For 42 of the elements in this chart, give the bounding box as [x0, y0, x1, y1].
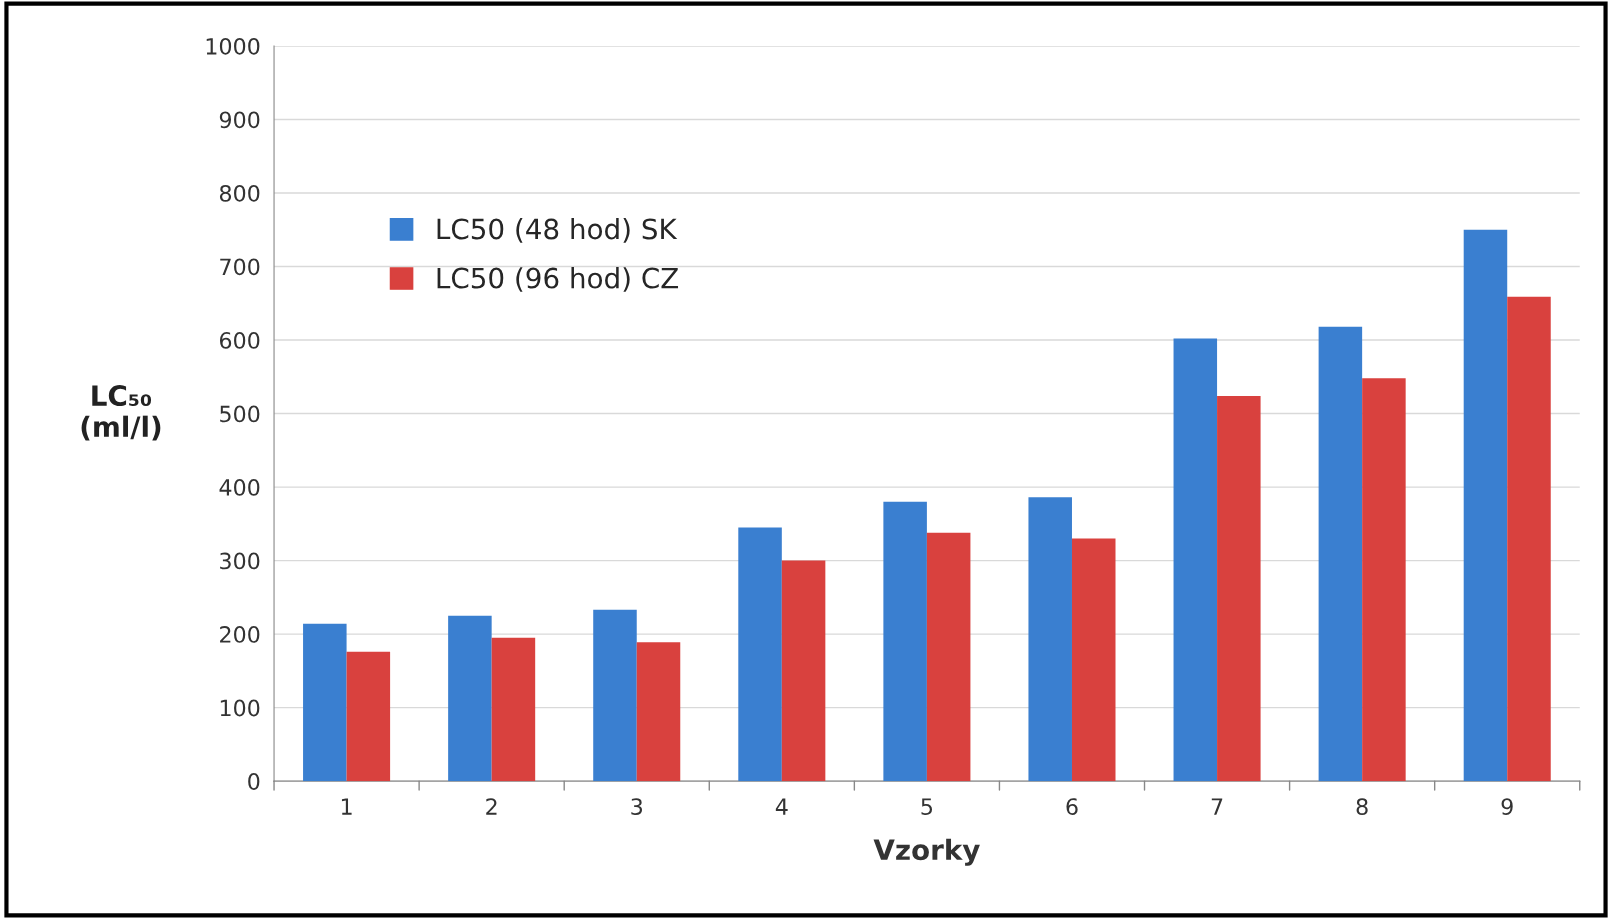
bar [1362, 378, 1406, 782]
bar [883, 501, 927, 782]
y-tick-label: 300 [220, 552, 260, 570]
y-tick-label: 200 [220, 626, 260, 643]
x-tick-label: 5 [921, 798, 933, 816]
bar [1071, 538, 1116, 782]
x-tick-label: 9 [1501, 798, 1513, 816]
bar [1028, 497, 1072, 782]
y-tick-label: 0 [248, 773, 260, 790]
y-tick-label: 700 [220, 258, 260, 276]
x-tick-label: 1 [341, 798, 352, 815]
bar [593, 609, 637, 782]
y-tick-label: 800 [219, 184, 260, 202]
bar [1173, 338, 1218, 782]
y-tick-label: 100 [220, 699, 260, 717]
bar [448, 615, 492, 782]
bar [303, 623, 347, 782]
x-tick-label: 2 [486, 798, 497, 815]
legend-label: LC50 (96 hod) CZ [437, 267, 679, 292]
x-tick-label: 8 [1356, 798, 1368, 816]
y-tick-label: 600 [219, 331, 260, 349]
bar [926, 532, 971, 782]
y-tick-label: 400 [219, 479, 260, 496]
bar [1318, 326, 1363, 782]
bar [738, 527, 782, 782]
bar [1217, 395, 1261, 782]
y-axis-title: LC₅₀ (ml/l) [81, 385, 161, 441]
bar [1507, 296, 1551, 782]
x-tick-label: 3 [631, 798, 643, 816]
bar [346, 651, 391, 782]
y-tick-label: 900 [219, 111, 260, 129]
x-tick-label: 6 [1066, 798, 1078, 816]
y-tick-label: 500 [220, 405, 260, 423]
x-tick-label: 4 [775, 798, 788, 815]
bar [1463, 229, 1508, 782]
x-axis-title: Vzorky [873, 838, 980, 866]
y-tick-label: 1000 [206, 37, 260, 55]
x-tick-label: 7 [1211, 798, 1223, 815]
bar [491, 637, 536, 782]
bar [636, 642, 681, 782]
bar [781, 560, 826, 782]
legend-label: LC50 (48 hod) SK [437, 217, 678, 243]
